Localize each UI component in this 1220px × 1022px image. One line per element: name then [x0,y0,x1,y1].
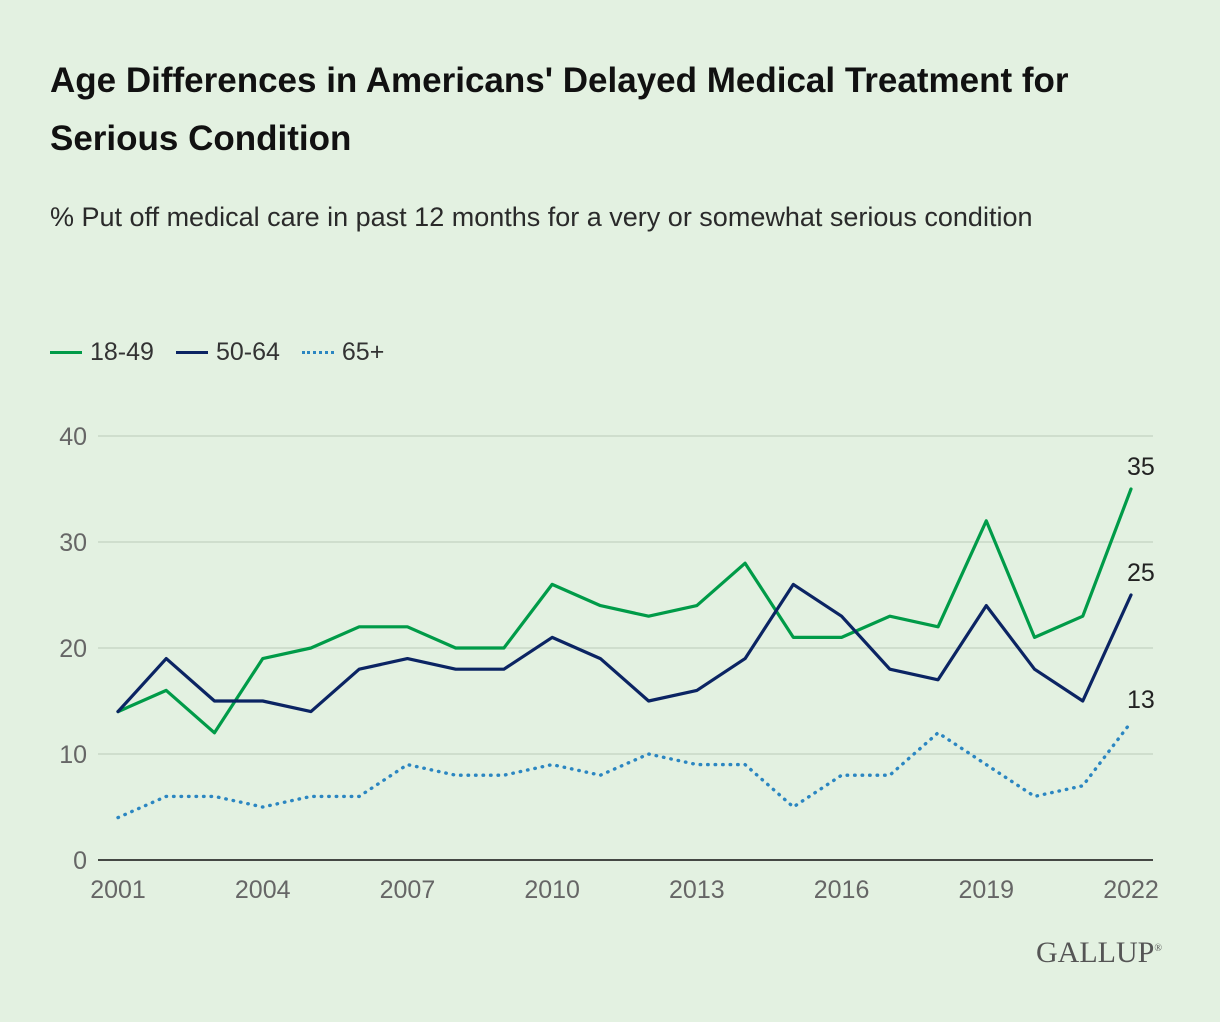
end-label-65-plus: 13 [1127,686,1155,714]
legend-item-65-plus: 65+ [301,338,385,367]
legend-swatch-65-plus [301,351,334,354]
legend-item-18-49: 18-49 [50,338,154,367]
y-tick-label: 0 [73,847,87,875]
y-tick-label: 20 [59,635,87,663]
series-line-50-64 [116,582,1133,714]
x-tick-label: 2019 [958,876,1014,904]
y-tick-label: 10 [59,741,87,769]
series-line-18-49 [116,487,1133,735]
x-tick-label: 2016 [814,876,870,904]
x-tick-label: 2022 [1103,876,1159,904]
legend-swatch-50-64 [175,351,208,354]
legend-swatch-18-49 [50,351,82,354]
legend-label-65-plus: 65+ [341,338,385,366]
chart-title: Age Differences in Americans' Delayed Me… [50,61,1069,158]
end-label-50-64: 25 [1127,559,1155,587]
x-tick-label: 2010 [524,876,580,904]
x-tick-label: 2004 [235,876,291,904]
end-label-18-49: 35 [1127,453,1155,481]
x-tick-label: 2001 [90,876,146,904]
y-tick-label: 30 [59,529,87,557]
y-tick-label: 40 [59,423,87,451]
legend: 18-49 50-64 65+ [50,338,406,367]
series-line-65-plus [116,720,1133,820]
chart-subtitle: % Put off medical care in past 12 months… [50,202,1033,232]
x-tick-label: 2013 [669,876,725,904]
legend-item-50-64: 50-64 [175,338,280,367]
legend-label-18-49: 18-49 [90,338,154,366]
legend-label-50-64: 50-64 [215,338,280,366]
gallup-logo: GALLUP® [1036,936,1162,969]
x-tick-label: 2007 [380,876,436,904]
